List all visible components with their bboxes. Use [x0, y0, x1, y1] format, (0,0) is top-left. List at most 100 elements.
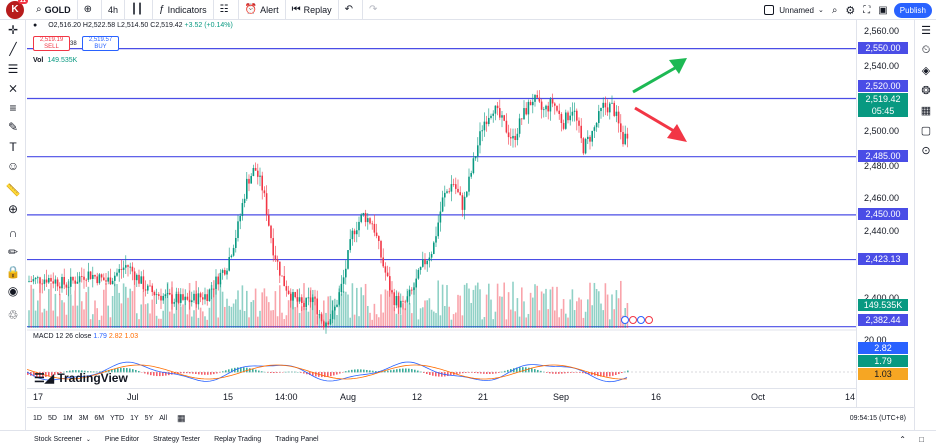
price-scale[interactable]: [856, 20, 914, 407]
text-icon[interactable]: T: [9, 139, 17, 154]
replay-button[interactable]: ⏮ Replay: [286, 0, 339, 20]
camera-icon[interactable]: ▣: [878, 4, 888, 16]
candle-body: [483, 121, 486, 131]
fullscreen-icon[interactable]: ⛶: [863, 4, 871, 16]
candle-body: [56, 279, 59, 287]
volume-bar: [536, 285, 538, 328]
volume-bar: [281, 312, 283, 328]
brush-icon[interactable]: ✎: [7, 120, 19, 135]
range-1m[interactable]: 1M: [62, 415, 73, 422]
help-icon[interactable]: ⊙: [921, 144, 931, 157]
candle-body: [254, 167, 257, 171]
eye-icon[interactable]: ◉: [7, 284, 19, 299]
maximize-panel-icon[interactable]: □: [919, 435, 924, 444]
candle-body: [334, 306, 336, 311]
tab-strategy-tester[interactable]: Strategy Tester: [153, 436, 201, 443]
buy-button[interactable]: 2,519.57 BUY: [82, 36, 119, 51]
range-3m[interactable]: 3M: [78, 415, 89, 422]
range-1d[interactable]: 1D: [33, 415, 42, 422]
range-5d[interactable]: 5D: [47, 415, 57, 422]
candle-body: [606, 107, 609, 113]
volume-bar: [250, 301, 252, 328]
horizontal-lines-icon[interactable]: ☰: [7, 61, 19, 76]
clock-timezone[interactable]: 09:54:15 (UTC+8): [849, 415, 906, 422]
range-ytd[interactable]: YTD: [110, 415, 125, 422]
layout-checkbox[interactable]: [764, 5, 775, 15]
lock-drawings-icon[interactable]: ✏: [7, 245, 19, 260]
range-all[interactable]: All: [159, 415, 168, 422]
volume-bar: [422, 307, 424, 328]
user-avatar[interactable]: K 11: [6, 0, 28, 19]
level-2423-box[interactable]: 2,423.13: [858, 253, 908, 265]
chart-type-button[interactable]: ┃┃: [125, 0, 154, 20]
collapse-panel-icon[interactable]: ⌃: [899, 435, 906, 444]
macd-histogram-bar: [483, 372, 485, 374]
chevron-down-icon[interactable]: ⌄: [817, 7, 824, 14]
candle-body: [118, 269, 120, 273]
settings-icon[interactable]: ⚙: [845, 4, 856, 17]
level-2450-box[interactable]: 2,450.00: [858, 208, 908, 220]
macd-histogram-bar: [84, 370, 86, 373]
compare-button[interactable]: ⊕: [78, 0, 102, 20]
macd-histogram-bar: [492, 372, 494, 374]
range-5y[interactable]: 5Y: [144, 415, 154, 422]
tab-replay-trading[interactable]: Replay Trading: [214, 436, 262, 443]
indicators-button[interactable]: ƒ Indicators: [153, 0, 214, 20]
emoji-icon[interactable]: ☺: [6, 159, 20, 174]
tab-pine-editor[interactable]: Pine Editor: [104, 436, 140, 443]
candle-body: [558, 110, 560, 114]
lock-icon[interactable]: 🔒: [5, 264, 21, 279]
macd-value-box: 2.82: [858, 342, 908, 354]
chat-icon[interactable]: ▢: [920, 124, 932, 137]
price-chart[interactable]: [27, 20, 856, 407]
chart-canvas[interactable]: [27, 20, 856, 407]
interval-button[interactable]: 4h: [102, 0, 126, 20]
volume-bar: [347, 294, 349, 328]
level-2520-box[interactable]: 2,520.00: [858, 80, 908, 92]
alert-button[interactable]: ⏰ Alert: [239, 0, 286, 20]
tab-trading-panel[interactable]: Trading Panel: [275, 436, 319, 443]
volume-bar: [516, 298, 519, 328]
ideas-bulb-icon[interactable]: ❂: [921, 84, 931, 97]
layout-name[interactable]: Unnamed: [779, 5, 814, 15]
volume-bar: [626, 303, 629, 328]
templates-button[interactable]: ☷: [214, 0, 239, 20]
magnet-icon[interactable]: ∩: [8, 225, 18, 240]
trend-line-icon[interactable]: ╱: [9, 42, 17, 57]
level-2550-box[interactable]: 2,550.00: [858, 42, 908, 54]
time-axis[interactable]: [27, 388, 856, 406]
candle-body: [94, 274, 96, 277]
legend-symbol[interactable]: ●: [33, 22, 38, 29]
layers-icon[interactable]: ◈: [921, 64, 931, 77]
candle-body: [446, 191, 448, 193]
zoom-in-icon[interactable]: ⊕: [7, 202, 19, 217]
watchlist-icon[interactable]: ☰: [921, 24, 931, 37]
calendar-icon[interactable]: ▦: [920, 104, 932, 117]
alerts-clock-icon[interactable]: ⏲: [921, 43, 931, 56]
tab-stock-screener[interactable]: Stock Screener ⌄: [34, 436, 91, 443]
goto-date-icon[interactable]: ▦: [177, 413, 186, 423]
macd-histogram-bar: [519, 367, 521, 373]
volume-bar: [514, 311, 516, 328]
fib-retracement-icon[interactable]: ≡: [9, 100, 17, 115]
candle-body: [331, 310, 334, 320]
symbol-search-button[interactable]: ⌕ GOLD: [30, 0, 78, 20]
volume-bar: [65, 314, 68, 328]
level-2485-box[interactable]: 2,485.00: [858, 150, 908, 162]
quick-search-icon[interactable]: ⌕: [831, 4, 838, 16]
macd-histogram-bar: [72, 370, 74, 373]
candle-body: [279, 261, 281, 276]
volume-bar: [312, 289, 314, 328]
ruler-icon[interactable]: 📏: [5, 182, 21, 197]
pitchfork-icon[interactable]: ⨯: [7, 81, 19, 96]
redo-button[interactable]: ↷: [363, 0, 386, 20]
range-1y[interactable]: 1Y: [130, 415, 139, 422]
trash-icon[interactable]: ♲: [7, 307, 19, 322]
crosshair-icon[interactable]: ✛: [7, 22, 19, 37]
sell-button[interactable]: 2,519.19 SELL: [33, 36, 70, 51]
publish-button[interactable]: Publish: [893, 2, 932, 18]
undo-button[interactable]: ↶: [339, 0, 363, 20]
candle-body: [389, 276, 391, 291]
range-6m[interactable]: 6M: [94, 415, 105, 422]
volume-bar: [393, 306, 395, 328]
